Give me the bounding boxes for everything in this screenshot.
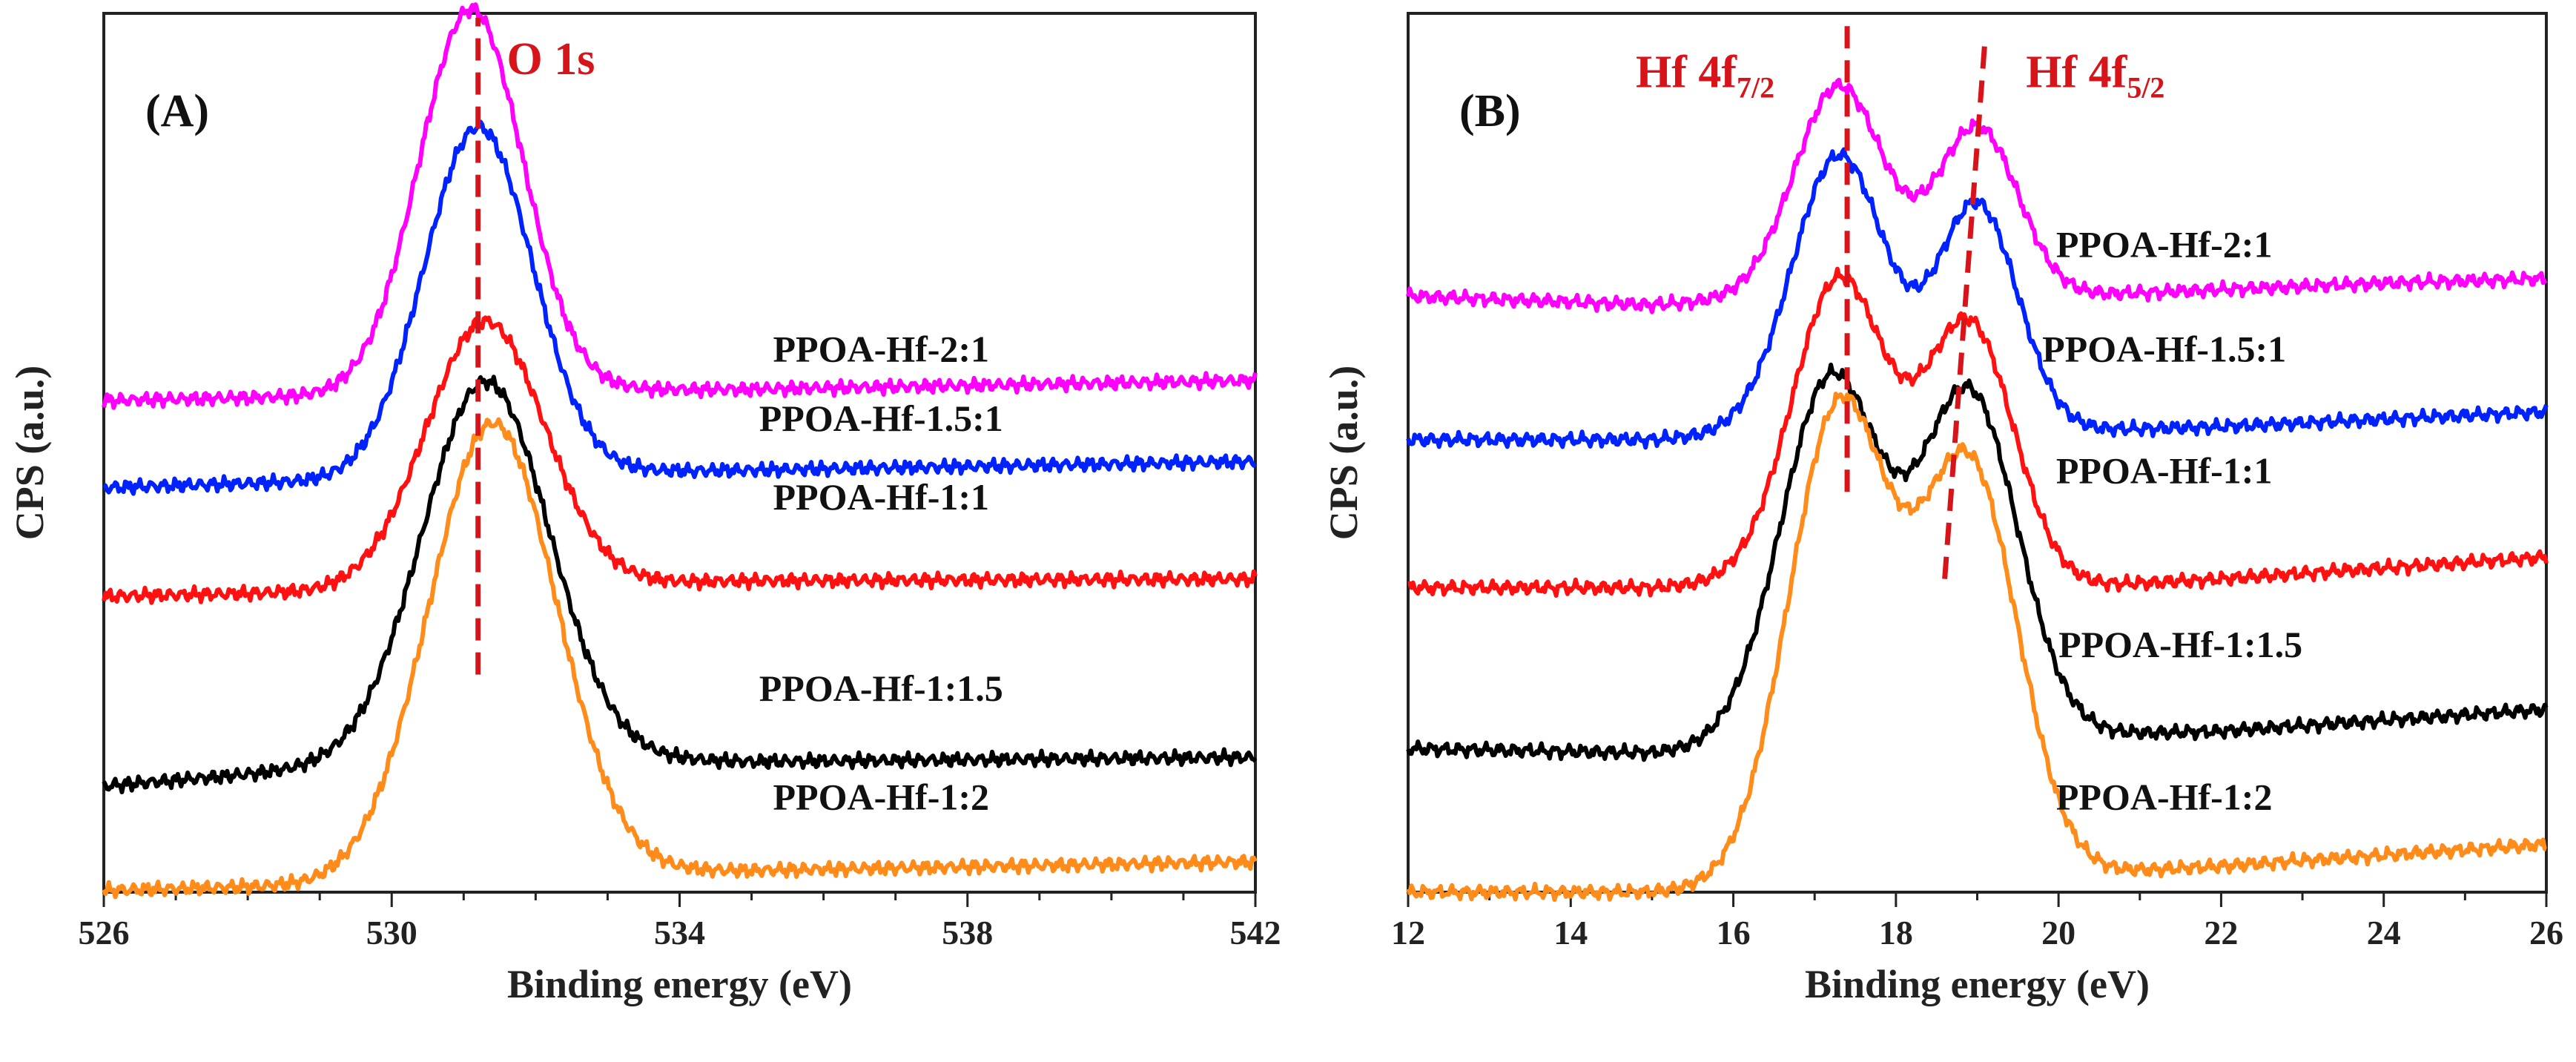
x-tick-label: 538	[942, 914, 993, 951]
peak-annotation: O 1s	[507, 34, 595, 85]
x-axis-title: Binding energy (eV)	[507, 962, 852, 1006]
x-tick-label: 534	[654, 914, 705, 951]
plot-frame	[1407, 12, 2548, 894]
series-line-ppoa-hf-1-1-5	[1406, 363, 2549, 762]
series-line-ppoa-hf-1-2	[102, 417, 1258, 900]
series-label: PPOA-Hf-1:1.5	[2058, 624, 2302, 665]
x-tick-label: 542	[1230, 914, 1281, 951]
series-line-ppoa-hf-1-5-1	[1406, 147, 2549, 450]
series-line-ppoa-hf-1-1	[102, 315, 1258, 605]
x-tick-label: 20	[2041, 914, 2075, 951]
series-label: PPOA-Hf-2:1	[2056, 224, 2273, 266]
x-tick-label: 26	[2529, 914, 2563, 951]
series-label: PPOA-Hf-1:2	[773, 776, 989, 818]
x-tick-label: 18	[1879, 914, 1913, 951]
series-line-ppoa-hf-1-2	[1406, 392, 2547, 903]
series-line-ppoa-hf-1-5-1	[102, 119, 1258, 496]
panel-b-hf4f: 12 14 16 18 20 22 24 26 Binding energy (eV) CPS (…	[1321, 12, 2563, 1006]
x-axis-title: Binding energy (eV)	[1805, 962, 2150, 1006]
y-axis-title: CPS (a.u.)	[1321, 366, 1366, 541]
series-line-ppoa-hf-2-1	[102, 2, 1258, 410]
series-label: PPOA-Hf-1.5:1	[759, 398, 1003, 439]
x-tick-label: 16	[1717, 914, 1751, 951]
x-tick-label: 14	[1553, 914, 1588, 951]
series-label: PPOA-Hf-2:1	[773, 328, 989, 369]
series-label: PPOA-Hf-1.5:1	[2042, 328, 2286, 369]
x-tick-label: 526	[79, 914, 130, 951]
x-tick-label: 24	[2367, 914, 2401, 951]
panel-label: (A)	[145, 86, 209, 136]
x-tick-label: 12	[1391, 914, 1425, 951]
x-tick-label: 22	[2204, 914, 2238, 951]
series-label: PPOA-Hf-1:1.5	[759, 667, 1003, 709]
panel-a-o1s: 526 530 534 538 542 Binding energy (eV) CPS (a…	[7, 2, 1281, 1006]
x-tick-label: 530	[366, 914, 417, 951]
panel-label: (B)	[1459, 86, 1521, 136]
series-label: PPOA-Hf-1:1	[773, 476, 989, 518]
peak-reference-line	[1942, 35, 1988, 579]
series-label: PPOA-Hf-1:2	[2056, 776, 2273, 818]
peak-annotation: Hf 4f7/2	[1636, 47, 1774, 105]
series-line-ppoa-hf-1-1-5	[102, 375, 1258, 794]
peak-annotation: Hf 4f5/2	[2026, 47, 2164, 105]
series-line-ppoa-hf-1-1	[1407, 266, 2549, 598]
series-label: PPOA-Hf-1:1	[2056, 450, 2273, 492]
y-axis-title: CPS (a.u.)	[7, 366, 52, 541]
